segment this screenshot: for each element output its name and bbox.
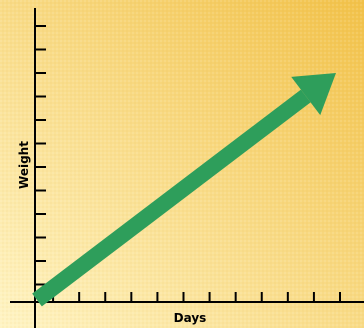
y-axis-title: Weight bbox=[17, 141, 31, 189]
ticks-layer bbox=[35, 25, 341, 302]
series-layer bbox=[32, 73, 336, 307]
series-line bbox=[32, 89, 311, 307]
x-axis-title: Days bbox=[174, 311, 207, 325]
arrow-head-icon bbox=[291, 73, 336, 116]
